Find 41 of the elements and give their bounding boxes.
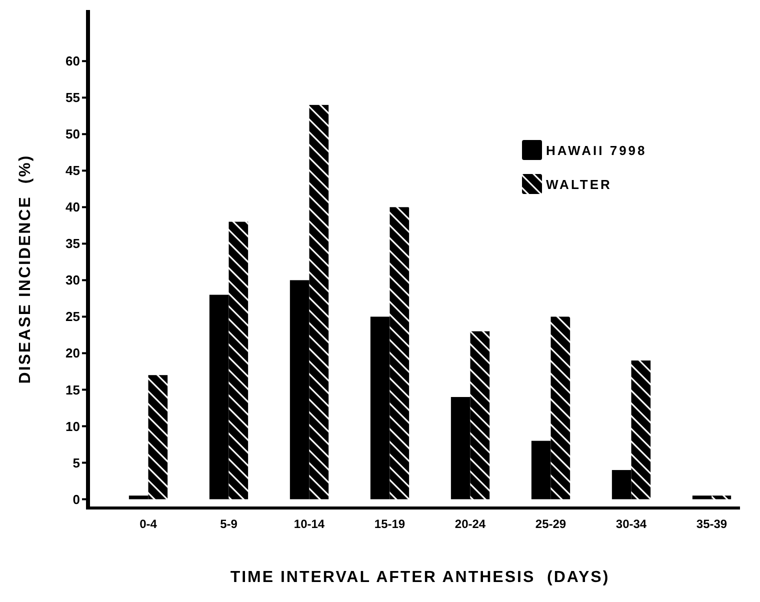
x-tick-label: 25-29 [535,517,566,531]
y-tick-label: 25 [66,309,80,324]
bar [390,207,410,500]
bar [470,331,490,500]
bar [290,280,310,500]
bar [450,397,470,500]
bar [228,222,248,500]
x-tick-label: 20-24 [454,517,486,531]
bar [531,440,551,500]
y-tick-label: 15 [66,382,80,398]
x-tick-label: 5-9 [220,517,238,531]
y-tick-label: 60 [66,54,80,69]
bar [148,375,168,500]
x-tick-label: 15-19 [374,517,406,531]
x-tick-label: 10-14 [294,517,325,531]
bar [612,470,632,500]
x-axis-title: TIME INTERVAL AFTER ANTHESIS (DAYS) [230,569,610,586]
y-tick-label: 30 [66,272,80,288]
bar [128,496,148,500]
y-tick-label: 45 [66,163,80,178]
bar [309,104,329,500]
y-tick-label: 50 [66,126,80,142]
bar [631,360,651,500]
bar [370,316,390,500]
x-tick-label: 35-39 [696,517,728,531]
bar [712,496,732,500]
y-tick-label: 35 [66,236,80,252]
y-tick-label: 55 [66,90,80,106]
bar [550,316,570,500]
y-tick-label: 40 [66,200,80,215]
y-tick-label: 20 [66,346,80,361]
bar [209,294,229,500]
y-tick-label: 10 [66,418,80,434]
y-tick-label: 0 [72,492,80,507]
y-axis-title: DISEASE INCIDENCE (%) [17,154,34,384]
x-tick-label: 30-34 [616,517,647,531]
y-tick-label: 5 [72,455,80,470]
legend-label: WALTER [546,177,612,192]
legend-label: HAWAII 7998 [546,143,647,158]
x-tick-label: 0-4 [140,517,158,531]
bar [692,496,712,500]
